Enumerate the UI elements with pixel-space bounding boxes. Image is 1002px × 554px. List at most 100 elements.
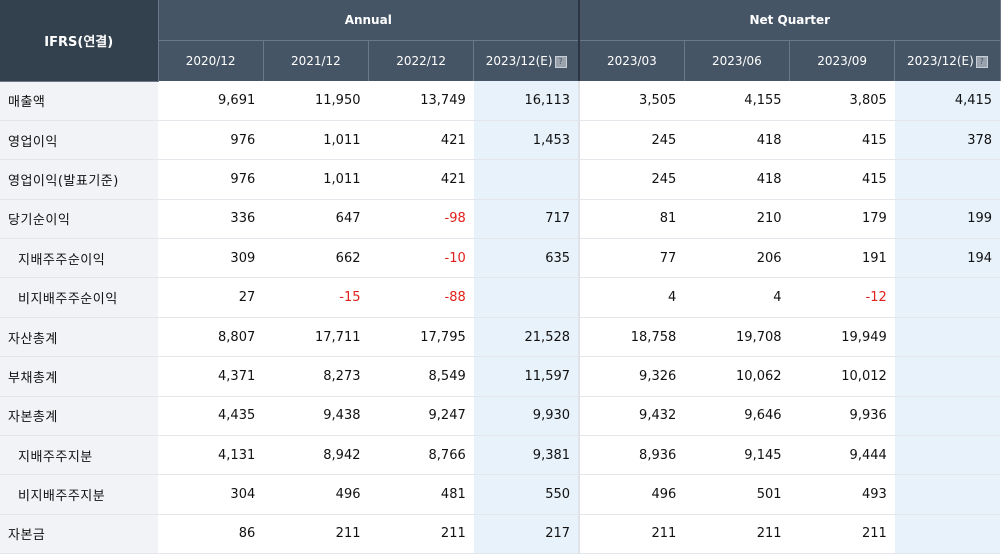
table-cell	[894, 159, 1001, 200]
table-row: 자본총계 4,435 9,438 9,247 9,930 9,432 9,646 9,936	[0, 396, 1001, 437]
period-header-annual-0: 2020/12	[158, 40, 264, 81]
table-cell: 179	[789, 199, 895, 240]
table-cell: 11,597	[473, 356, 580, 397]
table-row: 영업이익 976 1,011 421 1,453 245 418 415 378	[0, 120, 1001, 161]
row-label: 비지배주주순이익	[0, 277, 158, 318]
table-cell: 976	[158, 159, 264, 200]
table-cell: 501	[684, 474, 790, 515]
row-label: 영업이익(발표기준)	[0, 159, 158, 200]
table-cell: 336	[158, 199, 264, 240]
table-cell: 191	[789, 238, 895, 279]
table-cell: 77	[578, 238, 685, 279]
help-icon[interactable]: ?	[975, 55, 988, 68]
row-label: 비지배주주지분	[0, 474, 158, 515]
row-label: 자본총계	[0, 396, 158, 437]
table-cell: 217	[473, 514, 580, 554]
table-cell: 4	[684, 277, 790, 318]
table-cell: 194	[894, 238, 1001, 279]
table-cell	[894, 435, 1001, 476]
table-cell: 9,646	[684, 396, 790, 437]
period-header-annual-3: 2023/12(E)?	[473, 40, 580, 81]
table-cell: 418	[684, 120, 790, 161]
row-label: 지배주주순이익	[0, 238, 158, 279]
table-cell: 1,011	[263, 159, 369, 200]
table-row: 부채총계 4,371 8,273 8,549 11,597 9,326 10,062 10,0…	[0, 356, 1001, 397]
table-row: 영업이익(발표기준) 976 1,011 421 245 418 415	[0, 159, 1001, 200]
period-label: 2023/03	[606, 54, 657, 68]
table-cell: 211	[789, 514, 895, 554]
period-label: 2020/12	[185, 54, 236, 68]
table-cell: 9,145	[684, 435, 790, 476]
table-cell: 421	[368, 159, 474, 200]
table-cell: 245	[578, 120, 685, 161]
period-label: 2023/12(E)	[907, 54, 974, 68]
table-body: 매출액 9,691 11,950 13,749 16,113 3,505 4,155 3,80…	[0, 81, 1001, 554]
table-cell: 206	[684, 238, 790, 279]
period-header-row: 2020/12 2021/12 2022/12 2023/12(E)? 2023/03 2…	[0, 40, 1001, 81]
table-cell: 11,950	[263, 81, 369, 121]
table-row: 비지배주주지분 304 496 481 550 496 501 493	[0, 474, 1001, 515]
table-cell: 8,766	[368, 435, 474, 476]
row-label: 지배주주지분	[0, 435, 158, 476]
row-label: 매출액	[0, 81, 158, 121]
table-cell: 27	[158, 277, 264, 318]
table-cell: 9,381	[473, 435, 580, 476]
table-cell: 16,113	[473, 81, 580, 121]
period-label: 2023/12(E)	[485, 54, 553, 68]
period-label: 2022/12	[396, 54, 447, 68]
table-cell: 496	[578, 474, 685, 515]
row-label: 당기순이익	[0, 199, 158, 240]
row-label: 자본금	[0, 514, 158, 554]
table-cell: 10,062	[684, 356, 790, 397]
table-cell: -12	[789, 277, 895, 318]
help-icon[interactable]: ?	[554, 55, 567, 68]
table-cell: 17,711	[263, 317, 369, 358]
table-cell: 19,949	[789, 317, 895, 358]
period-header-quarter-1: 2023/06	[684, 40, 791, 81]
table-cell: 210	[684, 199, 790, 240]
table-cell: 9,432	[578, 396, 685, 437]
table-corner-header: IFRS(연결)	[0, 0, 159, 82]
table-cell: 9,247	[368, 396, 474, 437]
table-cell: 304	[158, 474, 264, 515]
table-row: 지배주주순이익 309 662 -10 635 77 206 191 194	[0, 238, 1001, 279]
annual-group-header: Annual	[158, 0, 580, 41]
table-cell: -88	[368, 277, 474, 318]
period-header-annual-1: 2021/12	[263, 40, 370, 81]
table-cell: 86	[158, 514, 264, 554]
table-cell: 647	[263, 199, 369, 240]
table-cell: 13,749	[368, 81, 474, 121]
table-cell	[894, 277, 1001, 318]
table-cell: 550	[473, 474, 580, 515]
table-cell	[894, 396, 1001, 437]
table-row: 매출액 9,691 11,950 13,749 16,113 3,505 4,155 3,80…	[0, 81, 1001, 121]
table-cell: 4,155	[684, 81, 790, 121]
table-cell: 8,549	[368, 356, 474, 397]
table-cell: 4	[578, 277, 685, 318]
table-cell	[894, 356, 1001, 397]
table-cell: 1,453	[473, 120, 580, 161]
table-cell: 10,012	[789, 356, 895, 397]
period-label: 2023/09	[817, 54, 868, 68]
table-cell: 496	[263, 474, 369, 515]
table-cell: 9,691	[158, 81, 264, 121]
table-cell: 9,930	[473, 396, 580, 437]
table-cell: 9,444	[789, 435, 895, 476]
table-cell	[894, 514, 1001, 554]
table-cell: 8,807	[158, 317, 264, 358]
table-row: 비지배주주순이익 27 -15 -88 4 4 -12	[0, 277, 1001, 318]
table-cell: 1,011	[263, 120, 369, 161]
table-cell: 415	[789, 120, 895, 161]
table-cell: 418	[684, 159, 790, 200]
table-cell: 9,326	[578, 356, 685, 397]
table-row: 자본금 86 211 211 217 211 211 211	[0, 514, 1001, 554]
table-cell: 309	[158, 238, 264, 279]
table-cell: 17,795	[368, 317, 474, 358]
table-cell: -98	[368, 199, 474, 240]
table-cell: 378	[894, 120, 1001, 161]
table-cell: 211	[578, 514, 685, 554]
table-row: 당기순이익 336 647 -98 717 81 210 179 199	[0, 199, 1001, 240]
table-cell: 19,708	[684, 317, 790, 358]
table-cell: 493	[789, 474, 895, 515]
